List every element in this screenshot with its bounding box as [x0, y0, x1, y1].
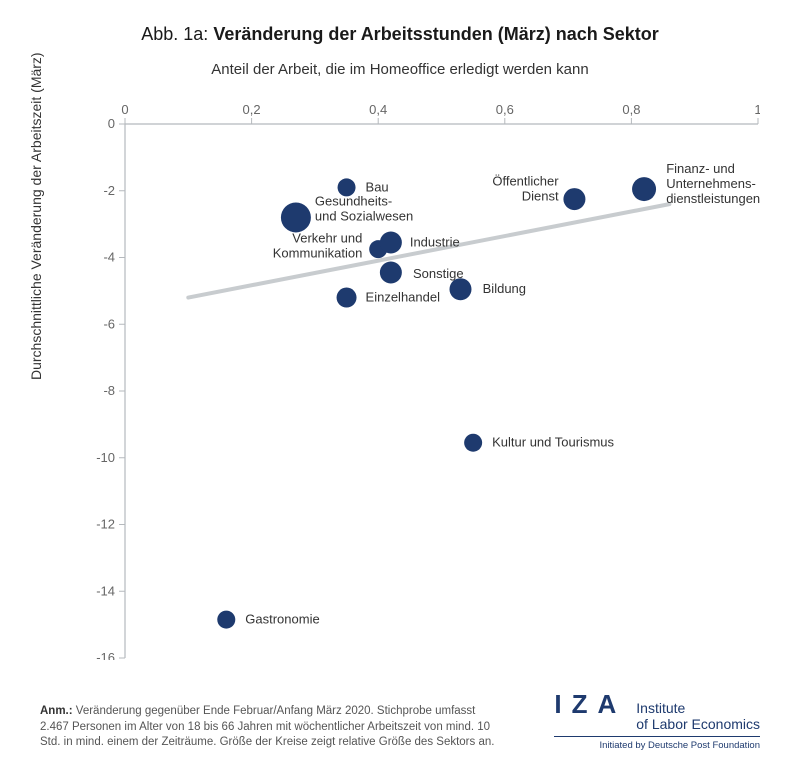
logo-line1: Institute	[636, 700, 685, 716]
svg-text:Finanz- und: Finanz- und	[666, 161, 735, 176]
svg-text:Bau: Bau	[366, 179, 389, 194]
svg-text:0: 0	[121, 102, 128, 117]
svg-text:Bildung: Bildung	[483, 281, 526, 296]
svg-text:Kommunikation: Kommunikation	[273, 245, 363, 260]
footer: Anm.: Veränderung gegenüber Ende Februar…	[40, 689, 760, 751]
logo-line2: of Labor Economics	[636, 716, 760, 732]
svg-text:0,2: 0,2	[243, 102, 261, 117]
note-text: Veränderung gegenüber Ende Februar/Anfan…	[40, 705, 494, 748]
svg-text:1: 1	[754, 102, 760, 117]
svg-text:-6: -6	[103, 316, 115, 331]
svg-text:Einzelhandel: Einzelhandel	[366, 290, 441, 305]
svg-text:Verkehr und: Verkehr und	[292, 230, 362, 245]
svg-text:0,8: 0,8	[622, 102, 640, 117]
note-prefix: Anm.:	[40, 705, 73, 717]
y-axis-label: Durchschnittliche Veränderung der Arbeit…	[28, 52, 44, 380]
svg-text:Gesundheits-: Gesundheits-	[315, 194, 392, 209]
scatter-chart: 0 0,2 0,4 0,6 0,8 1 0 -2 -4 -6 -8 -10 -12 -14 -16 Gesun…	[95, 100, 760, 660]
svg-text:Kultur und Tourismus: Kultur und Tourismus	[492, 435, 614, 450]
iza-logo: IZA Institute of Labor Economics Initiat…	[554, 689, 760, 751]
svg-text:-14: -14	[96, 583, 115, 598]
svg-text:-4: -4	[103, 250, 115, 265]
chart-note: Anm.: Veränderung gegenüber Ende Februar…	[40, 704, 500, 751]
chart-title: Abb. 1a: Veränderung der Arbeitsstunden …	[0, 0, 800, 45]
svg-text:und Sozialwesen: und Sozialwesen	[315, 209, 413, 224]
svg-text:-2: -2	[103, 183, 115, 198]
title-prefix: Abb. 1a:	[141, 24, 213, 44]
svg-text:Industrie: Industrie	[410, 234, 460, 249]
svg-text:-8: -8	[103, 383, 115, 398]
svg-text:-12: -12	[96, 517, 115, 532]
svg-text:Dienst: Dienst	[522, 189, 559, 204]
svg-text:0,4: 0,4	[369, 102, 387, 117]
x-axis-label: Anteil der Arbeit, die im Homeoffice erl…	[0, 61, 800, 78]
svg-text:Sonstige: Sonstige	[413, 266, 464, 281]
title-main: Veränderung der Arbeitsstunden (März) na…	[213, 24, 658, 44]
svg-text:-10: -10	[96, 450, 115, 465]
svg-text:0,6: 0,6	[496, 102, 514, 117]
logo-letters: IZA	[554, 689, 626, 720]
svg-text:dienstleistungen: dienstleistungen	[666, 191, 760, 206]
svg-text:-16: -16	[96, 650, 115, 660]
logo-subtext: Initiated by Deutsche Post Foundation	[554, 740, 760, 751]
svg-text:Öffentlicher: Öffentlicher	[492, 174, 559, 189]
svg-text:Unternehmens-: Unternehmens-	[666, 176, 756, 191]
chart-svg: 0 0,2 0,4 0,6 0,8 1 0 -2 -4 -6 -8 -10 -12 -14 -16 Gesun…	[95, 100, 760, 660]
svg-text:0: 0	[108, 116, 115, 131]
svg-text:Gastronomie: Gastronomie	[245, 612, 319, 627]
